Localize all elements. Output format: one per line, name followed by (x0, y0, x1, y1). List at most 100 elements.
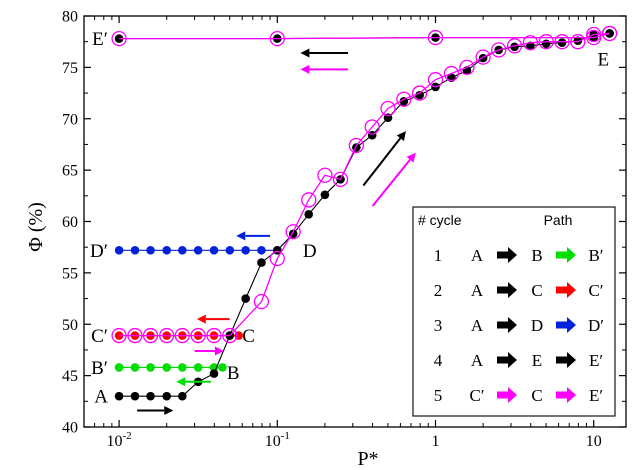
direction-arrow (300, 64, 349, 74)
data-point (241, 245, 250, 255)
arrow-head (196, 314, 206, 324)
y-tick-label: 50 (62, 317, 78, 334)
data-point (257, 245, 266, 255)
arrow-shaft (371, 159, 411, 207)
data-point (241, 294, 250, 303)
legend-cycle: 1 (434, 246, 443, 265)
x-tick-label: 10-2 (107, 430, 132, 450)
arrow-head (236, 231, 246, 241)
data-point (190, 327, 206, 344)
legend-arrow (556, 282, 576, 298)
point-label: C′ (91, 326, 108, 347)
legend-arrow (497, 352, 517, 368)
data-point (225, 245, 235, 255)
data-point (253, 293, 270, 310)
legend-point: A (471, 316, 484, 335)
y-tick-label: 40 (62, 420, 78, 437)
x-tick-label: 1 (432, 433, 440, 450)
data-point (159, 327, 175, 344)
path-arrows (137, 48, 416, 416)
legend-arrow (556, 387, 576, 403)
data-point (114, 391, 124, 401)
legend-arrow (556, 352, 576, 368)
data-point (193, 363, 203, 372)
data-point (459, 59, 475, 76)
data-point (162, 363, 172, 372)
legend-point: B (531, 246, 542, 265)
legend-box (412, 206, 616, 417)
direction-arrow (371, 152, 416, 207)
direction-arrow (176, 377, 211, 387)
data-point (193, 245, 203, 255)
point-label: E (598, 50, 610, 71)
data-point (209, 369, 219, 378)
data-point (146, 245, 155, 255)
data-point (427, 29, 444, 46)
data-point (412, 85, 428, 101)
legend-arrow (556, 317, 576, 333)
point-label: E′ (92, 29, 108, 50)
series-line (119, 32, 610, 337)
data-point (222, 327, 238, 344)
legend-point: D (531, 316, 543, 335)
legend-point: A (471, 281, 484, 300)
data-point (127, 327, 143, 344)
point-label: D (303, 241, 317, 262)
legend-arrow (497, 282, 517, 298)
data-point (218, 363, 227, 372)
arrow-head (300, 64, 310, 74)
data-point (573, 36, 583, 45)
point-label: A (94, 387, 108, 408)
data-point (114, 363, 124, 372)
data-point (570, 34, 586, 50)
legend-arrow (497, 247, 517, 263)
arrow-head (164, 406, 174, 416)
legend-point: B′ (588, 246, 603, 265)
y-axis-title: Φ (%) (25, 202, 47, 252)
data-point (111, 30, 127, 47)
data-point (317, 167, 333, 183)
data-point (348, 137, 365, 154)
arrow-head (176, 377, 186, 387)
data-point (557, 38, 567, 48)
y-tick-label: 55 (62, 265, 78, 282)
data-point (541, 39, 551, 49)
data-point (178, 391, 187, 401)
legend-row: 4 A E E′ (434, 351, 603, 370)
data-point (269, 250, 285, 267)
arrow-head (300, 48, 310, 58)
legend-cycle: 3 (434, 316, 443, 335)
data-point (114, 331, 124, 340)
legend-arrow (556, 247, 576, 263)
data-point (554, 34, 570, 50)
legend-point: C′ (469, 386, 484, 405)
data-point (111, 327, 127, 344)
data-point (130, 391, 140, 401)
arrow-head (396, 131, 406, 141)
data-point (178, 245, 187, 255)
data-point (427, 72, 444, 88)
legend-arrow (497, 387, 517, 403)
data-point (301, 192, 317, 208)
data-point (146, 391, 155, 401)
data-point (367, 130, 377, 140)
legend-header-path: Path (544, 212, 573, 228)
data-point (399, 96, 409, 106)
data-point (162, 391, 172, 401)
y-tick-label: 65 (62, 163, 78, 180)
data-point (142, 327, 159, 344)
data-point (178, 363, 187, 372)
arrow-head (406, 152, 416, 163)
data-point (364, 119, 380, 135)
point-label: C (242, 326, 255, 347)
data-point (130, 245, 140, 255)
y-tick-label: 60 (62, 214, 78, 231)
direction-arrow (196, 314, 230, 324)
data-point (332, 171, 349, 188)
y-tick-label: 80 (62, 9, 78, 26)
data-point (269, 30, 285, 47)
point-labels: A B B′ C C′ D D′ E E′ (90, 29, 609, 408)
data-point (380, 100, 396, 117)
